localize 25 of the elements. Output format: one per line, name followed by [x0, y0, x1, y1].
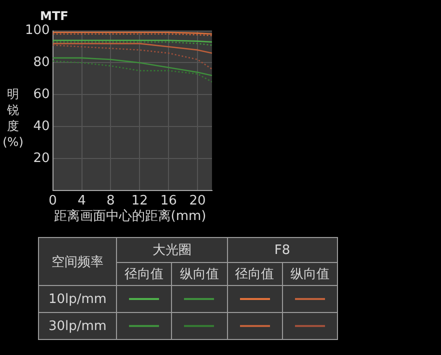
text: 大光圈 — [116, 238, 227, 262]
x-tick-label: 16 — [160, 194, 177, 209]
text: 径向值 — [227, 262, 282, 286]
x-tick-label: 20 — [189, 194, 206, 209]
x-tick-label: 8 — [106, 194, 115, 209]
x-tick-label: 12 — [131, 194, 148, 209]
line-series — [52, 44, 212, 70]
text: 纵向值 — [172, 262, 227, 286]
x-tick-label: 4 — [78, 194, 86, 209]
text: F8 — [227, 238, 338, 262]
x-axis-title: 距离画面中心的距离(mm) — [52, 208, 208, 225]
y-tick-label: 40 — [33, 118, 50, 134]
text: 30lp/mm — [38, 312, 116, 340]
text: 纵向值 — [282, 262, 338, 286]
text: 空间频率 — [38, 238, 116, 286]
y-tick-label: 20 — [33, 150, 50, 166]
line-series — [52, 60, 212, 83]
y-axis-title: 明锐度(%) — [2, 86, 24, 150]
y-tick-label: 60 — [33, 87, 50, 102]
y-tick-label: 100 — [24, 23, 50, 38]
y-tick-label: 80 — [33, 55, 50, 70]
text: 10lp/mm — [38, 286, 116, 312]
x-tick-label: 0 — [48, 194, 57, 209]
chart-title: MTF — [40, 9, 68, 23]
text: 径向值 — [116, 262, 172, 286]
